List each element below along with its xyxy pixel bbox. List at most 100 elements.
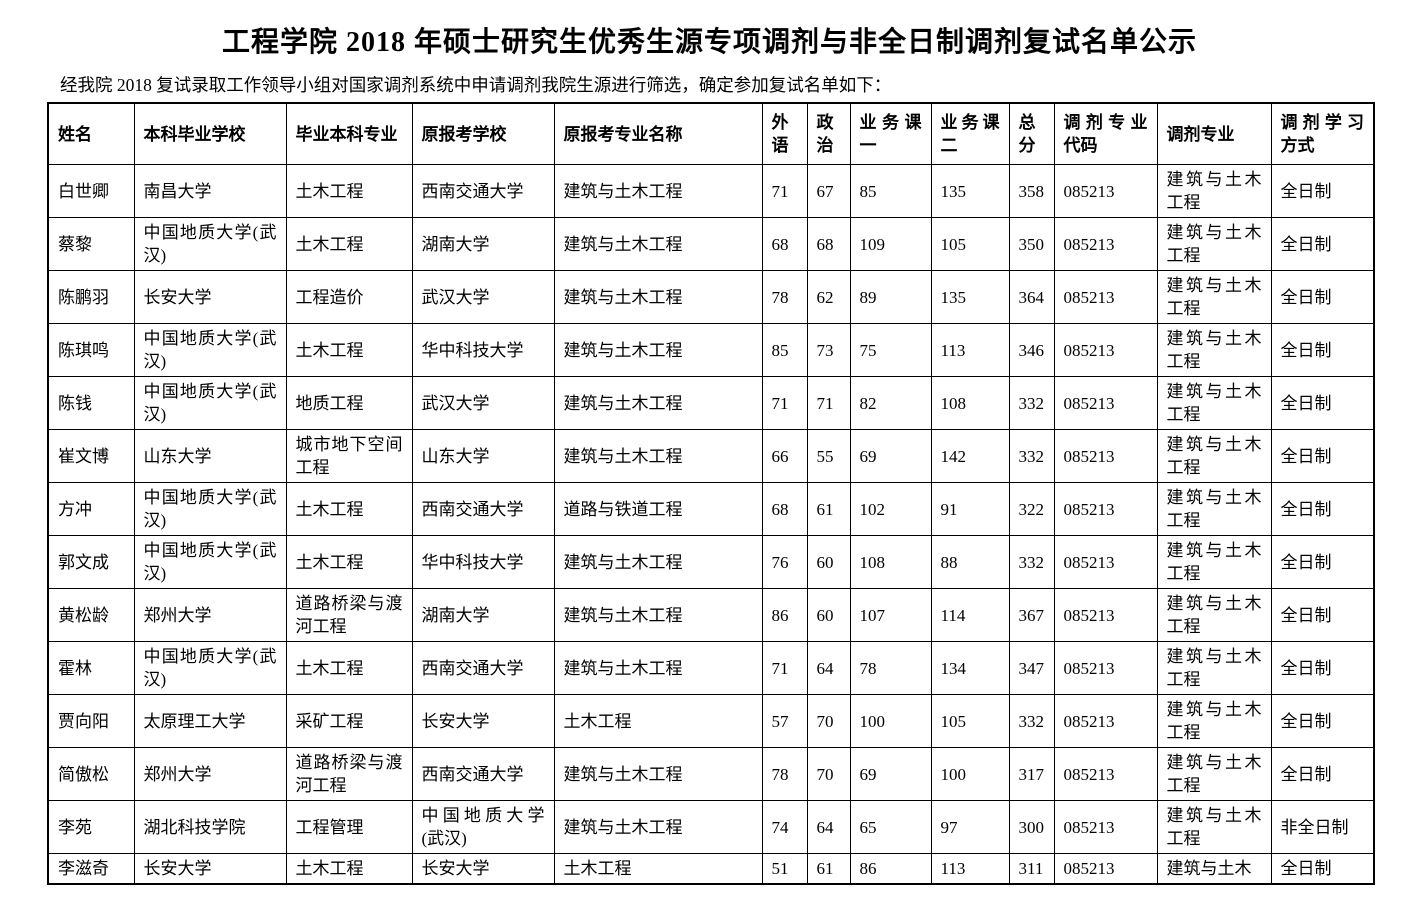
- table-cell: 方冲: [47, 482, 135, 536]
- table-cell: 85: [849, 164, 932, 218]
- col-header-name: 姓名: [47, 102, 135, 165]
- table-cell: 60: [806, 588, 851, 642]
- table-cell: 建筑与土木: [1156, 853, 1272, 884]
- table-cell: 367: [1008, 588, 1055, 642]
- table-cell: 全日制: [1270, 164, 1375, 218]
- table-cell: 71: [761, 164, 808, 218]
- table-cell: 南昌大学: [133, 164, 287, 218]
- table-cell: 88: [930, 535, 1010, 589]
- table-cell: 65: [849, 800, 932, 854]
- table-cell: 085213: [1053, 800, 1158, 854]
- table-cell: 西南交通大学: [411, 482, 555, 536]
- col-header-undergrad-school: 本科毕业学校: [133, 102, 287, 165]
- table-cell: 建筑与土木工程: [553, 217, 763, 271]
- table-cell: 山东大学: [411, 429, 555, 483]
- table-cell: 工程造价: [285, 270, 413, 324]
- table-cell: 湖南大学: [411, 217, 555, 271]
- table-cell: 085213: [1053, 641, 1158, 695]
- table-row: 黄松龄 郑州大学 道路桥梁与渡河工程 湖南大学 建筑与土木工程 86 60 107 114 367…: [47, 588, 1375, 642]
- table-cell: 085213: [1053, 429, 1158, 483]
- table-cell: 61: [806, 482, 851, 536]
- table-cell: 长安大学: [133, 853, 287, 884]
- table-cell: 61: [806, 853, 851, 884]
- table-cell: 土木工程: [285, 164, 413, 218]
- table-cell: 建筑与土木工程: [553, 641, 763, 695]
- table-cell: 贾向阳: [47, 694, 135, 748]
- table-cell: 100: [930, 747, 1010, 801]
- table-cell: 085213: [1053, 535, 1158, 589]
- table-cell: 全日制: [1270, 641, 1375, 695]
- table-cell: 非全日制: [1270, 800, 1375, 854]
- table-row: 李苑 湖北科技学院 工程管理 中国地质大学(武汉) 建筑与土木工程 74 64 65 97 300…: [47, 800, 1375, 854]
- table-cell: 建筑与土木工程: [1156, 429, 1272, 483]
- col-header-total-score: 总分: [1008, 102, 1055, 165]
- table-cell: 85: [761, 323, 808, 377]
- table-cell: 武汉大学: [411, 270, 555, 324]
- table-cell: 68: [806, 217, 851, 271]
- table-cell: 332: [1008, 376, 1055, 430]
- table-body: 白世卿 南昌大学 土木工程 西南交通大学 建筑与土木工程 71 67 85 135 358 0852…: [47, 164, 1375, 884]
- table-cell: 李苑: [47, 800, 135, 854]
- table-cell: 64: [806, 641, 851, 695]
- table-cell: 97: [930, 800, 1010, 854]
- table-cell: 霍林: [47, 641, 135, 695]
- col-header-original-school: 原报考学校: [411, 102, 555, 165]
- table-cell: 89: [849, 270, 932, 324]
- table-cell: 全日制: [1270, 217, 1375, 271]
- table-row: 贾向阳 太原理工大学 采矿工程 长安大学 土木工程 57 70 100 105 332 085213…: [47, 694, 1375, 748]
- table-cell: 332: [1008, 535, 1055, 589]
- table-cell: 长安大学: [411, 853, 555, 884]
- table-cell: 332: [1008, 429, 1055, 483]
- table-cell: 地质工程: [285, 376, 413, 430]
- table-row: 李滋奇 长安大学 土木工程 长安大学 土木工程 51 61 86 113 311 085213 建筑与…: [47, 853, 1375, 884]
- table-cell: 全日制: [1270, 323, 1375, 377]
- col-header-adjust-major-code: 调剂专业代码: [1053, 102, 1158, 165]
- table-row: 白世卿 南昌大学 土木工程 西南交通大学 建筑与土木工程 71 67 85 135 358 0852…: [47, 164, 1375, 218]
- col-header-course-two: 业务课二: [930, 102, 1010, 165]
- table-cell: 085213: [1053, 853, 1158, 884]
- table-cell: 全日制: [1270, 853, 1375, 884]
- table-cell: 134: [930, 641, 1010, 695]
- col-header-foreign-language: 外语: [761, 102, 808, 165]
- table-cell: 白世卿: [47, 164, 135, 218]
- table-cell: 73: [806, 323, 851, 377]
- table-cell: 142: [930, 429, 1010, 483]
- table-cell: 建筑与土木工程: [553, 588, 763, 642]
- table-row: 郭文成 中国地质大学(武汉) 土木工程 华中科技大学 建筑与土木工程 76 60 108 88 3…: [47, 535, 1375, 589]
- table-cell: 长安大学: [133, 270, 287, 324]
- intro-text: 经我院 2018 复试录取工作领导小组对国家调剂系统中申请调剂我院生源进行筛选，…: [60, 75, 892, 95]
- table-row: 陈钱 中国地质大学(武汉) 地质工程 武汉大学 建筑与土木工程 71 71 82 108 332 0…: [47, 376, 1375, 430]
- table-cell: 91: [930, 482, 1010, 536]
- table-cell: 建筑与土木工程: [553, 323, 763, 377]
- table-cell: 全日制: [1270, 694, 1375, 748]
- table-cell: 108: [849, 535, 932, 589]
- table-cell: 70: [806, 747, 851, 801]
- table-cell: 78: [761, 747, 808, 801]
- table-cell: 68: [761, 217, 808, 271]
- table-cell: 109: [849, 217, 932, 271]
- table-cell: 78: [849, 641, 932, 695]
- table-cell: 085213: [1053, 747, 1158, 801]
- table-cell: 崔文博: [47, 429, 135, 483]
- table-cell: 085213: [1053, 376, 1158, 430]
- table-cell: 085213: [1053, 270, 1158, 324]
- table-cell: 土木工程: [553, 694, 763, 748]
- table-cell: 60: [806, 535, 851, 589]
- table-cell: 全日制: [1270, 588, 1375, 642]
- table-cell: 土木工程: [285, 535, 413, 589]
- table-cell: 土木工程: [285, 641, 413, 695]
- page-title: 工程学院 2018 年硕士研究生优秀生源专项调剂与非全日制调剂复试名单公示: [221, 27, 1197, 58]
- table-cell: 全日制: [1270, 376, 1375, 430]
- table-cell: 华中科技大学: [411, 323, 555, 377]
- table-cell: 135: [930, 270, 1010, 324]
- table-cell: 085213: [1053, 482, 1158, 536]
- table-cell: 62: [806, 270, 851, 324]
- table-cell: 311: [1008, 853, 1055, 884]
- col-header-study-mode: 调剂学习方式: [1270, 102, 1375, 165]
- table-cell: 358: [1008, 164, 1055, 218]
- table-cell: 113: [930, 323, 1010, 377]
- table-cell: 中国地质大学(武汉): [133, 482, 287, 536]
- table-cell: 66: [761, 429, 808, 483]
- table-cell: 55: [806, 429, 851, 483]
- table-cell: 建筑与土木工程: [553, 535, 763, 589]
